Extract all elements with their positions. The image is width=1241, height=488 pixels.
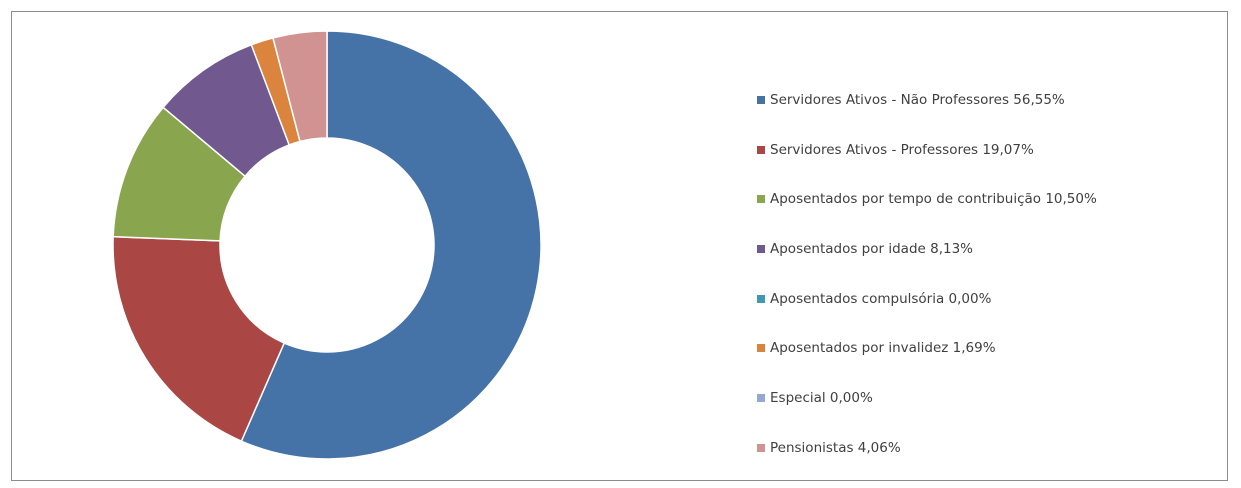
legend-label: Servidores Ativos - Professores 19,07% (770, 141, 1034, 158)
donut-slice (112, 235, 286, 443)
legend-label: Pensionistas 4,06% (770, 439, 901, 456)
chart-legend: Servidores Ativos - Não Professores 56,5… (757, 90, 1217, 488)
legend-item: Aposentados por tempo de contribuição 10… (757, 189, 1217, 239)
legend-label: Aposentados por idade 8,13% (770, 241, 973, 258)
donut-chart (112, 30, 542, 460)
legend-swatch (757, 195, 765, 204)
legend-swatch (757, 394, 765, 403)
legend-item: Pensionistas 4,06% (757, 438, 1217, 488)
legend-swatch (757, 294, 765, 303)
legend-label: Aposentados por tempo de contribuição 10… (770, 191, 1097, 208)
legend-item: Aposentados compulsória 0,00% (757, 289, 1217, 339)
legend-item: Servidores Ativos - Não Professores 56,5… (757, 90, 1217, 140)
legend-item: Aposentados por idade 8,13% (757, 239, 1217, 289)
legend-swatch (757, 443, 765, 452)
legend-label: Aposentados compulsória 0,00% (770, 290, 992, 307)
legend-swatch (757, 245, 765, 254)
donut-slice (272, 30, 328, 143)
legend-item: Especial 0,00% (757, 388, 1217, 438)
donut-slice (240, 30, 542, 460)
legend-swatch (757, 344, 765, 353)
legend-label: Aposentados por invalidez 1,69% (770, 340, 996, 357)
legend-swatch (757, 145, 765, 154)
legend-item: Aposentados por invalidez 1,69% (757, 338, 1217, 388)
legend-item: Servidores Ativos - Professores 19,07% (757, 140, 1217, 190)
legend-label: Especial 0,00% (770, 390, 873, 407)
legend-swatch (757, 96, 765, 104)
chart-area: Servidores Ativos - Não Professores 56,5… (11, 11, 1228, 481)
legend-label: Servidores Ativos - Não Professores 56,5… (770, 92, 1065, 108)
